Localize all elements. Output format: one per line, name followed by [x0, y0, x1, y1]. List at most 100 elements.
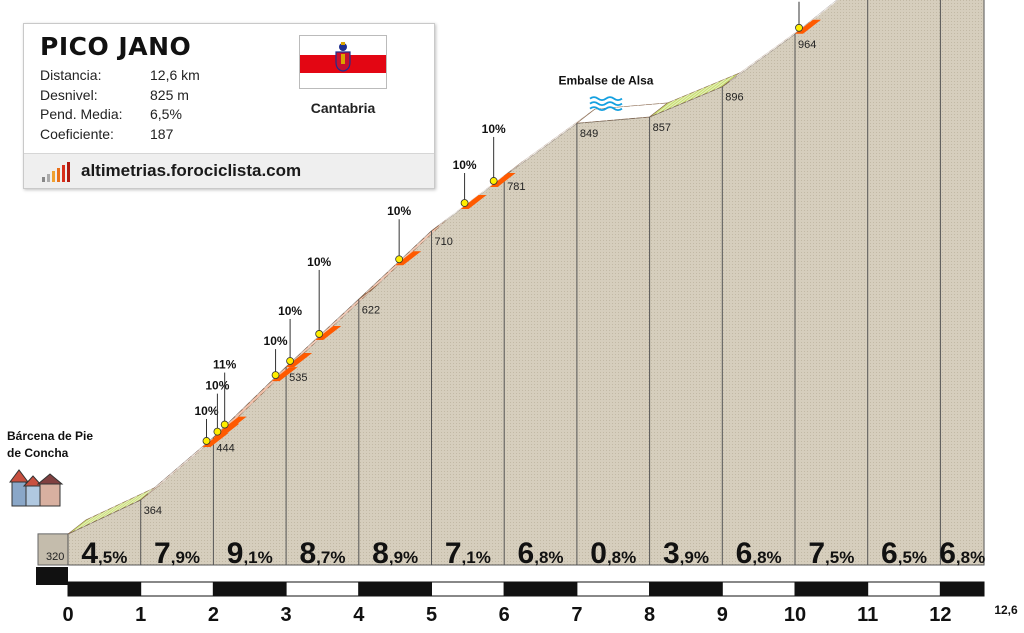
marker-dot: [395, 255, 404, 264]
wave-line: [589, 101, 623, 107]
road-hatch: [583, 108, 603, 123]
km-axis-segment: [431, 581, 505, 597]
marker-dot: [271, 371, 280, 380]
elevation-label: 964: [798, 39, 816, 51]
km-tick-label: 4: [353, 604, 365, 626]
village-icon: [9, 469, 64, 507]
km-tick-label: 5: [426, 604, 437, 626]
marker-dot: [213, 427, 222, 436]
steep-marker-label: 10%: [307, 255, 331, 269]
km-tick-label: 8: [644, 604, 655, 626]
site-link[interactable]: altimetrias.forociclista.com: [81, 161, 302, 180]
road-hatch: [591, 107, 610, 123]
segment-gradient-label: 6,8%: [736, 537, 782, 570]
marker-dot: [795, 23, 803, 32]
road-hatch: [293, 345, 312, 361]
road-hatch: [242, 394, 261, 410]
road-hatch: [111, 499, 130, 514]
steep-marker-label: 11%: [213, 358, 237, 372]
road-hatch: [620, 104, 639, 120]
km-tick-label: 1: [135, 604, 146, 626]
roof-shape: [22, 475, 44, 487]
marker-dot: [315, 330, 324, 338]
marker-dot: [460, 199, 469, 207]
steep-marker-label: 10%: [787, 0, 811, 1]
water-icon: [589, 96, 623, 112]
house-shape: [25, 485, 41, 507]
elevation-label: 857: [653, 122, 671, 134]
segment-gradient-label: 7,1%: [445, 537, 491, 570]
stat-row: Coeficiente: 187: [40, 125, 200, 145]
base-side-strip: [36, 567, 68, 585]
segment-gradient-label: 4,5%: [81, 537, 127, 570]
segment-gradient-label: 6,8%: [939, 537, 985, 570]
road-hatch: [700, 81, 719, 97]
km-tick-label: 3: [281, 604, 292, 626]
road-hatch: [365, 278, 385, 293]
segment-gradient-label: 7,5%: [808, 537, 854, 570]
stat-value: 6,5%: [150, 106, 182, 122]
km-axis-segment: [721, 581, 796, 597]
road-hatch: [82, 512, 101, 528]
road-hatch: [634, 103, 654, 119]
stat-row: Distancia: 12,6 km: [40, 66, 200, 86]
road-hatch: [423, 223, 443, 239]
segment-gradient-label: 8,7%: [299, 537, 345, 570]
km-axis-segment: [285, 581, 360, 597]
road-hatch: [627, 104, 647, 120]
stat-label: Pend. Media:: [40, 106, 123, 122]
road-hatch: [118, 495, 138, 511]
road-hatch: [133, 488, 152, 504]
stat-value: 825 m: [150, 86, 189, 103]
road-hatch: [612, 105, 632, 121]
segment-gradient-label: 6,8%: [518, 537, 564, 570]
elevation-label: 320: [46, 551, 64, 563]
km-axis-segment: [358, 581, 432, 597]
house-shape: [39, 483, 61, 507]
km-tick-label: 2: [208, 604, 219, 626]
coat-of-arms-icon: [335, 42, 351, 72]
elevation-label: 781: [507, 181, 525, 193]
road-hatch: [104, 502, 123, 518]
steep-marker-label: 10%: [387, 204, 411, 218]
road-hatch: [96, 505, 116, 521]
road-hatch: [714, 75, 734, 91]
road-hatch: [409, 237, 428, 252]
road-hatch: [125, 492, 145, 507]
km-tick-label: 0: [62, 604, 73, 626]
marker-dot: [202, 437, 211, 445]
elevation-label: 710: [435, 236, 453, 248]
stat-value: 187: [150, 125, 174, 142]
road-hatch: [598, 106, 618, 122]
km-axis-segment: [140, 581, 214, 597]
road-hatch: [707, 78, 727, 94]
segment-gradient-label: 3,9%: [663, 537, 709, 570]
road-hatch: [678, 90, 697, 106]
steep-marker-label: 10%: [278, 304, 302, 318]
km-tick-label: 7: [571, 604, 582, 626]
elevation-label: 364: [144, 505, 162, 517]
wave-line: [589, 96, 623, 102]
road-hatch: [227, 409, 247, 424]
km-axis-segment: [212, 581, 287, 597]
road-hatch: [692, 84, 712, 100]
km-axis-segment: [503, 581, 578, 597]
steep-marker-label: 10%: [453, 158, 477, 172]
place-label: Embalse de Alsa: [559, 74, 654, 88]
segment-gradient-label: 9,1%: [227, 537, 273, 570]
elevation-label: 535: [289, 372, 307, 384]
km-tick-label: 12,6: [994, 603, 1018, 617]
km-axis-segment: [867, 581, 941, 597]
steep-marker-label: 10%: [205, 379, 229, 393]
steep-marker-label: 10%: [482, 122, 506, 136]
marker-dot: [220, 420, 229, 429]
road-hatch: [656, 99, 676, 115]
place-label: Bárcena de Pie: [7, 429, 93, 443]
road-hatch: [300, 339, 319, 354]
km-axis-segment: [794, 581, 869, 597]
wave-line: [589, 106, 623, 112]
road-hatch: [256, 380, 276, 396]
km-axis-segment: [576, 581, 651, 597]
road-hatch: [234, 402, 254, 417]
stat-value: 12,6 km: [150, 67, 200, 83]
